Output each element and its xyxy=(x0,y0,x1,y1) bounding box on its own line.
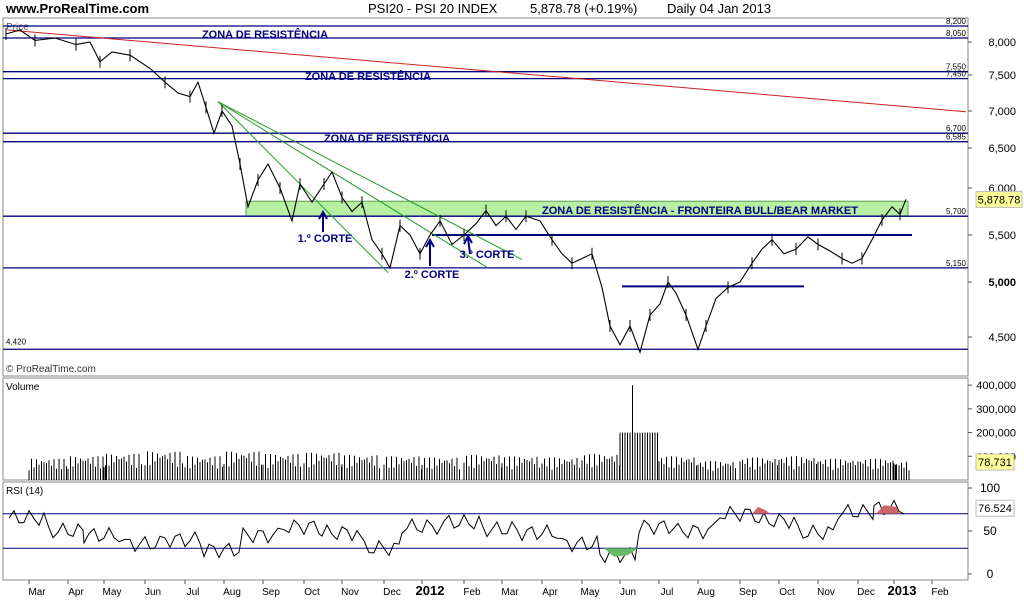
x-tick-label: Nov xyxy=(817,587,835,598)
rsi-oversold-fill xyxy=(604,548,638,557)
price-y-tick-label: 7,000 xyxy=(988,106,1016,118)
x-tick-label: Jul xyxy=(187,587,200,598)
rsi-last-value-badge xyxy=(975,499,1015,517)
x-tick-label: Jun xyxy=(145,587,161,598)
price-y-tick-label: 4,500 xyxy=(988,332,1016,344)
price-y-tick-label: 7,500 xyxy=(988,70,1016,82)
level-label: 7,550 xyxy=(946,63,967,72)
site-title: www.ProRealTime.com xyxy=(6,1,150,16)
level-label: 5,700 xyxy=(946,207,967,216)
arrow-corte3 xyxy=(463,233,473,255)
price-y-tick-label: 5,000 xyxy=(988,277,1016,289)
x-tick-label: 2013 xyxy=(888,583,917,598)
x-tick-label: Jun xyxy=(620,587,636,598)
rsi-y-tick-label: 100 xyxy=(980,481,1000,495)
volume-y-tick-label: 400,000 xyxy=(976,380,1016,392)
rsi-panel-label: RSI (14) xyxy=(6,486,43,497)
arrow-corte2 xyxy=(425,237,435,266)
annotation-zone2: ZONA DE RESISTÊNCIA xyxy=(305,70,431,83)
x-tick-label: Jul xyxy=(661,587,674,598)
volume-panel-frame xyxy=(2,377,969,481)
x-tick-label: Mar xyxy=(28,587,46,598)
watermark: © ProRealTime.com xyxy=(6,364,96,375)
x-tick-label: Oct xyxy=(779,587,795,598)
x-tick-label: May xyxy=(581,587,600,598)
annotation-zone1: ZONA DE RESISTÊNCIA xyxy=(202,28,328,41)
annotation-corte3: 3.º CORTE xyxy=(460,249,515,261)
x-tick-label: Apr xyxy=(68,587,84,598)
volume-last-value-badge xyxy=(975,453,1015,471)
rsi-last-value: 76.524 xyxy=(978,503,1012,515)
price-y-tick-label: 8,000 xyxy=(988,37,1016,49)
level-label: 4,420 xyxy=(6,337,27,346)
volume-last-value: 78,731 xyxy=(978,457,1012,469)
rsi-y-tick-label: 50 xyxy=(983,524,997,538)
level-label: 7,450 xyxy=(946,70,967,79)
price-last-value: 5,878.78 xyxy=(978,194,1021,206)
x-tick-label: Oct xyxy=(304,587,320,598)
price-y-tick-label: 5,500 xyxy=(988,230,1016,242)
rsi-overbought-fill xyxy=(876,505,900,514)
x-tick-label: Mar xyxy=(501,587,519,598)
price-panel-frame xyxy=(2,17,969,377)
x-tick-label: Sep xyxy=(739,587,757,598)
x-tick-label: Nov xyxy=(341,587,359,598)
volume-panel-label: Volume xyxy=(6,382,40,393)
annotation-corte2: 2.º CORTE xyxy=(405,269,460,281)
annotation-corte1: 1.º CORTE xyxy=(298,233,353,245)
volume-y-tick-label: 300,000 xyxy=(976,404,1016,416)
long-trendline xyxy=(7,29,967,113)
level-label: 6,700 xyxy=(946,124,967,133)
volume-y-tick-label: 200,000 xyxy=(976,428,1016,440)
x-tick-label: Apr xyxy=(542,587,558,598)
period-date: Daily 04 Jan 2013 xyxy=(667,1,772,16)
x-tick-label: Dec xyxy=(383,587,401,598)
instrument-title: PSI20 - PSI 20 INDEX xyxy=(368,1,498,16)
annotation-zone4: ZONA DE RESISTÊNCIA - FRONTEIRA BULL/BEA… xyxy=(542,204,858,217)
level-label: 8,050 xyxy=(946,29,967,38)
annotation-zone3: ZONA DE RESISTÊNCIA xyxy=(324,132,450,145)
x-tick-label: Sep xyxy=(262,587,280,598)
x-tick-label: Feb xyxy=(931,587,949,598)
fan-line xyxy=(217,101,523,260)
rsi-y-tick-label: 0 xyxy=(987,567,994,581)
x-tick-label: Feb xyxy=(463,587,481,598)
price-change: 5,878.78 (+0.19%) xyxy=(530,1,638,16)
level-label: 8,200 xyxy=(946,17,967,26)
x-tick-label: Dec xyxy=(857,587,875,598)
rsi-series xyxy=(8,499,905,564)
arrow-corte1 xyxy=(318,209,328,232)
level-label: 6,585 xyxy=(946,133,967,142)
x-tick-label: Aug xyxy=(223,587,241,598)
price-panel-label: Price xyxy=(6,22,29,33)
x-tick-label: May xyxy=(103,587,122,598)
fan-line xyxy=(217,101,489,269)
fan-line xyxy=(217,101,389,273)
level-label: 5,150 xyxy=(946,259,967,268)
price-last-value-badge xyxy=(975,190,1023,208)
rsi-overbought-fill xyxy=(752,506,770,514)
price-series xyxy=(5,29,907,355)
price-y-tick-label: 6,500 xyxy=(988,143,1016,155)
x-tick-label: Aug xyxy=(697,587,715,598)
rsi-panel-frame xyxy=(2,481,969,581)
x-tick-label: 2012 xyxy=(416,583,445,598)
